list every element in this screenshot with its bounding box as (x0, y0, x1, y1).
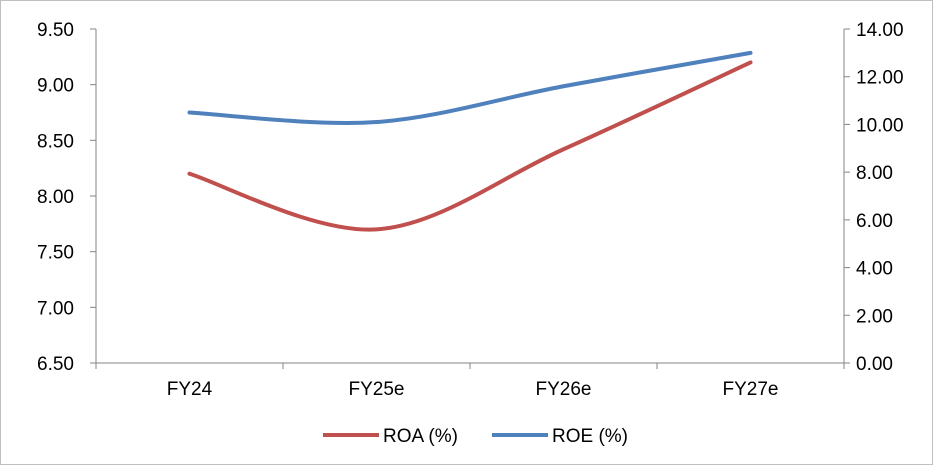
y-right-tick-label: 4.00 (856, 259, 893, 280)
y-left-tick-label: 8.50 (37, 131, 74, 152)
y-right-tick-label: 12.00 (856, 68, 904, 89)
legend: ROA (%) ROE (%) (323, 426, 628, 447)
legend-label-roa: ROA (%) (383, 426, 458, 447)
y-right-tick-label: 6.00 (856, 211, 893, 232)
y-left-tick-label: 9.00 (37, 76, 74, 97)
x-tick-label: FY26e (536, 379, 592, 400)
y-left-tick-label: 9.50 (37, 20, 74, 41)
y-right-tick-label: 14.00 (856, 20, 904, 41)
y-left-tick-label: 6.50 (37, 354, 74, 375)
y-right-tick-label: 2.00 (856, 306, 893, 327)
legend-label-roe: ROE (%) (552, 426, 628, 447)
x-tick-label: FY24 (167, 379, 213, 400)
series-line-roa (190, 62, 751, 229)
y-left-tick-label: 7.50 (37, 243, 74, 264)
y-left-tick-label: 7.00 (37, 298, 74, 319)
y-right-tick-label: 0.00 (856, 354, 893, 375)
series-line-roe (190, 53, 751, 123)
y-right-tick-label: 10.00 (856, 115, 904, 136)
y-left-tick-label: 8.00 (37, 187, 74, 208)
x-tick-label: FY25e (349, 379, 405, 400)
y-right-tick-label: 8.00 (856, 163, 893, 184)
series-layer (189, 53, 750, 230)
axes: 6.50 7.00 7.50 8.00 8.50 9.00 9.50 0.00 2.00 4.00… (37, 20, 904, 400)
x-tick-label: FY27e (723, 379, 779, 400)
